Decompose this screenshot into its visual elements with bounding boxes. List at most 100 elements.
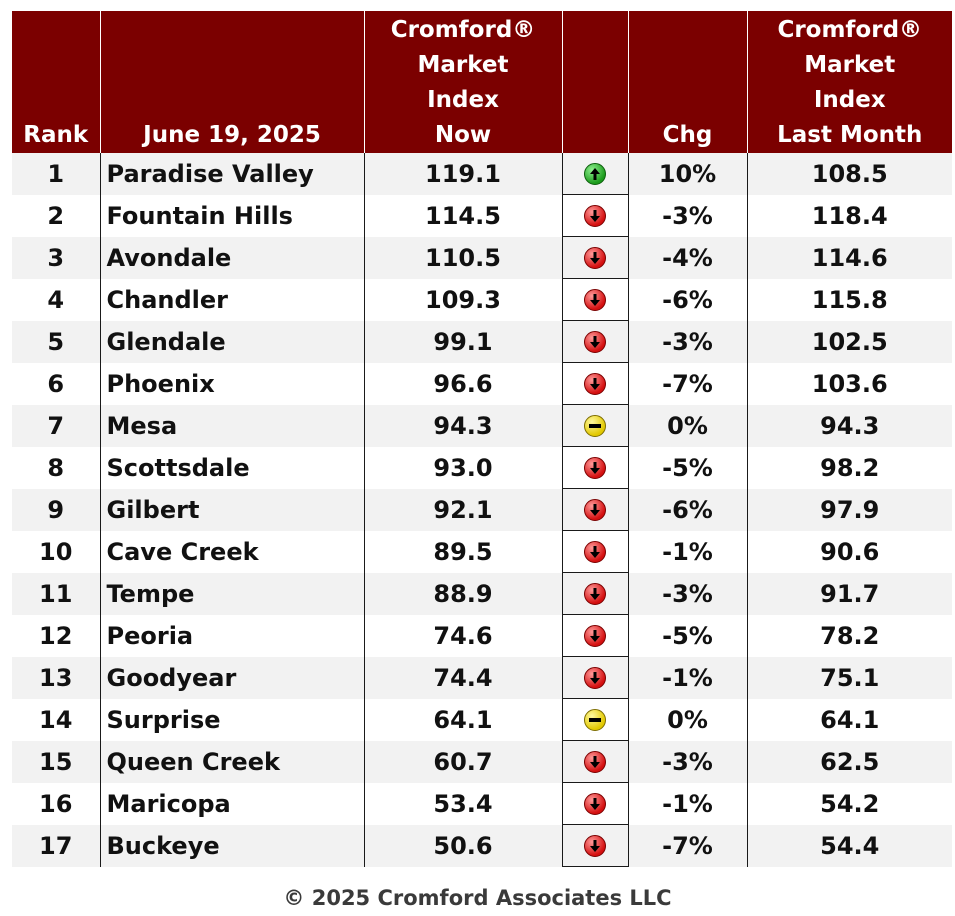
header-row: Rank June 19, 2025 Cromford® Market Index N… bbox=[12, 11, 952, 153]
area-name-cell: Goodyear bbox=[99, 657, 364, 699]
area-name-cell: Peoria bbox=[99, 615, 364, 657]
area-name-cell: Phoenix bbox=[99, 363, 364, 405]
index-last-month-cell: 118.4 bbox=[746, 195, 952, 237]
index-now-cell: 53.4 bbox=[363, 783, 562, 825]
area-name-cell: Fountain Hills bbox=[99, 195, 364, 237]
index-now-cell: 50.6 bbox=[363, 825, 562, 867]
index-last-month-cell: 75.1 bbox=[746, 657, 952, 699]
rank-cell: 6 bbox=[47, 370, 65, 398]
trend-cell bbox=[561, 405, 629, 447]
area-name-cell: Gilbert bbox=[99, 489, 364, 531]
table-row: 12 Peoria 74.6 -5% 78.2 bbox=[12, 615, 952, 657]
chg-cell: -3% bbox=[627, 195, 747, 237]
area-name-cell: Surprise bbox=[99, 699, 364, 741]
copyright-footer: © 2025 Cromford Associates LLC bbox=[283, 886, 672, 910]
table-row: 16 Maricopa 53.4 -1% 54.2 bbox=[12, 783, 952, 825]
area-name-cell: Cave Creek bbox=[99, 531, 364, 573]
trend-cell bbox=[561, 237, 629, 279]
rank-cell: 1 bbox=[12, 153, 100, 195]
index-last-month-cell: 94.3 bbox=[746, 405, 952, 447]
index-last-month-cell: 97.9 bbox=[746, 489, 952, 531]
rank-cell: 15 bbox=[12, 741, 100, 783]
area-name-cell: Queen Creek bbox=[99, 741, 364, 783]
index-last-month-cell: 54.4 bbox=[746, 825, 952, 867]
table-row: 6 Phoenix 96.6 -7% 103.6 bbox=[12, 363, 952, 405]
rank-cell: 14 bbox=[39, 706, 73, 734]
trend-header bbox=[561, 11, 628, 153]
rank-cell: 16 bbox=[39, 790, 73, 818]
chg-cell: -7% bbox=[627, 363, 747, 405]
chg-cell: -1% bbox=[627, 783, 747, 825]
trend-cell bbox=[561, 825, 629, 867]
down-arrow-icon bbox=[584, 792, 606, 815]
area-name-cell: Paradise Valley bbox=[99, 153, 364, 195]
table-row: 11 Tempe 88.9 -3% 91.7 bbox=[12, 573, 952, 615]
down-arrow-icon bbox=[584, 582, 606, 605]
trend-cell bbox=[561, 363, 629, 405]
down-arrow-icon bbox=[584, 246, 606, 269]
trend-cell bbox=[561, 195, 629, 237]
rank-cell: 9 bbox=[12, 489, 100, 531]
index-last-month-cell: 64.1 bbox=[746, 699, 952, 741]
index-last-month-cell: 108.5 bbox=[746, 153, 952, 195]
index-now-cell: 96.6 bbox=[363, 363, 562, 405]
trend-cell bbox=[561, 279, 629, 321]
area-name-cell: Glendale bbox=[99, 321, 364, 363]
rank-cell: 10 bbox=[39, 538, 73, 566]
trend-cell bbox=[561, 573, 629, 615]
date-header: June 19, 2025 bbox=[99, 11, 364, 153]
chg-cell: -1% bbox=[627, 657, 747, 699]
rank-cell: 13 bbox=[12, 657, 100, 699]
chg-cell: -6% bbox=[627, 279, 747, 321]
area-name-cell: Mesa bbox=[99, 405, 364, 447]
table-row: 7 Mesa 94.3 0% 94.3 bbox=[12, 405, 952, 447]
market-index-table: Rank June 19, 2025 Cromford® Market Index N… bbox=[12, 11, 952, 867]
area-name-cell: Tempe bbox=[99, 573, 364, 615]
down-arrow-icon bbox=[584, 750, 606, 773]
down-arrow-icon bbox=[584, 498, 606, 521]
trend-cell bbox=[561, 447, 629, 489]
area-name-cell: Scottsdale bbox=[99, 447, 364, 489]
index-last-month-header: Cromford® Market Index Last Month bbox=[746, 11, 952, 153]
down-arrow-icon bbox=[584, 666, 606, 689]
index-last-month-cell: 62.5 bbox=[746, 741, 952, 783]
index-last-month-cell: 102.5 bbox=[746, 321, 952, 363]
chg-cell: -5% bbox=[627, 447, 747, 489]
index-now-cell: 64.1 bbox=[363, 699, 562, 741]
chg-header: Chg bbox=[627, 11, 747, 153]
chg-cell: -3% bbox=[627, 321, 747, 363]
area-name-cell: Chandler bbox=[99, 279, 364, 321]
table-row: 15 Queen Creek 60.7 -3% 62.5 bbox=[12, 741, 952, 783]
down-arrow-icon bbox=[584, 834, 606, 857]
area-name-cell: Maricopa bbox=[99, 783, 364, 825]
trend-cell bbox=[561, 657, 629, 699]
index-last-month-cell: 78.2 bbox=[746, 615, 952, 657]
trend-cell bbox=[561, 321, 629, 363]
table-row: 13 Goodyear 74.4 -1% 75.1 bbox=[12, 657, 952, 699]
index-now-cell: 114.5 bbox=[363, 195, 562, 237]
index-now-cell: 88.9 bbox=[363, 573, 562, 615]
rank-cell: 4 bbox=[47, 286, 65, 314]
minus-icon bbox=[584, 708, 606, 731]
table-row: 4 Chandler 109.3 -6% 115.8 bbox=[12, 279, 952, 321]
trend-cell bbox=[561, 741, 629, 783]
trend-cell bbox=[561, 489, 629, 531]
down-arrow-icon bbox=[584, 204, 606, 227]
index-last-month-cell: 54.2 bbox=[746, 783, 952, 825]
rank-cell: 2 bbox=[47, 202, 65, 230]
chg-cell: -6% bbox=[627, 489, 747, 531]
table-row: 9 Gilbert 92.1 -6% 97.9 bbox=[12, 489, 952, 531]
index-last-month-cell: 90.6 bbox=[746, 531, 952, 573]
area-name-cell: Avondale bbox=[99, 237, 364, 279]
chg-cell: 10% bbox=[627, 153, 747, 195]
trend-cell bbox=[561, 615, 629, 657]
table-row: 17 Buckeye 50.6 -7% 54.4 bbox=[12, 825, 952, 867]
chg-cell: -1% bbox=[627, 531, 747, 573]
index-now-cell: 74.6 bbox=[363, 615, 562, 657]
chg-cell: -4% bbox=[627, 237, 747, 279]
rank-header: Rank bbox=[12, 11, 100, 153]
table-row: 10 Cave Creek 89.5 -1% 90.6 bbox=[12, 531, 952, 573]
index-now-header: Cromford® Market Index Now bbox=[363, 11, 562, 153]
minus-icon bbox=[584, 414, 606, 437]
index-now-cell: 99.1 bbox=[363, 321, 562, 363]
